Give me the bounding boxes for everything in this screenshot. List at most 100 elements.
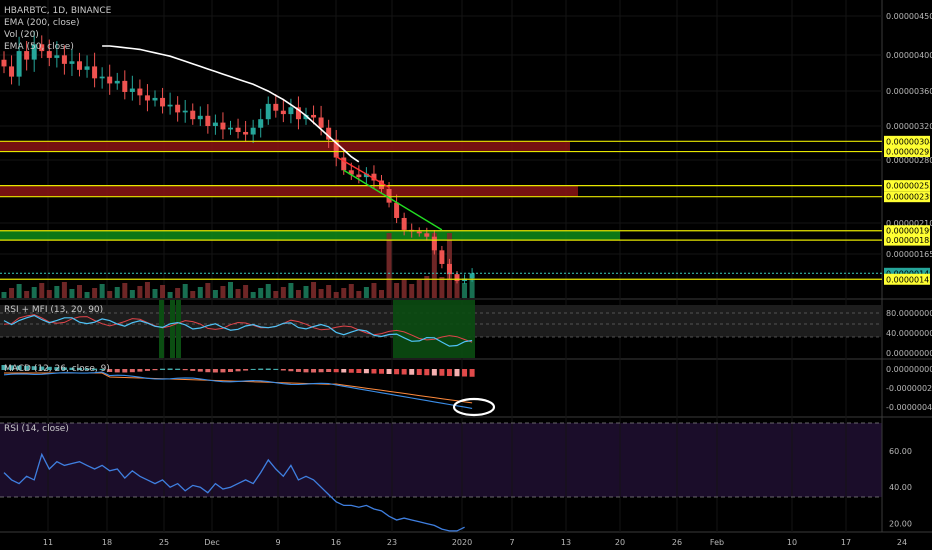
macd-histogram-bar — [401, 369, 407, 375]
candle-body — [1, 59, 7, 67]
macd-histogram-bar — [243, 369, 249, 371]
rsimfi-highlight-bar — [176, 300, 181, 358]
candle-body — [107, 76, 113, 84]
candle-body — [92, 66, 98, 79]
macd-histogram-bar — [61, 367, 67, 370]
macd-histogram-bar — [1, 365, 7, 370]
candle-body — [379, 180, 384, 190]
price-zone — [0, 185, 578, 197]
grid — [0, 0, 882, 532]
volume-bar — [401, 279, 407, 298]
macd-histogram-bar — [107, 369, 113, 372]
macd-histogram-bar — [99, 368, 105, 370]
rsi-band — [0, 423, 882, 497]
macd-histogram-bar — [39, 366, 45, 370]
x-tick-label: 13 — [561, 538, 571, 547]
x-tick-label: 20 — [615, 538, 625, 547]
macd-histogram-bar — [333, 369, 339, 373]
volume-bar — [265, 284, 271, 298]
macd-histogram-bar — [137, 369, 143, 372]
macd-histogram-bar — [54, 367, 60, 370]
macd-histogram-bar — [363, 369, 369, 374]
volume-bar — [416, 280, 422, 298]
rsi-mfi-title: RSI + MFI (13, 20, 90) — [4, 305, 103, 315]
level-tag — [884, 191, 930, 203]
candle-body — [363, 173, 369, 178]
macd-histogram-bar — [31, 366, 37, 370]
candle-body — [220, 122, 226, 130]
volume-bar — [258, 288, 264, 298]
level-tag-label: 0.00000142 — [886, 275, 932, 284]
green-trendline — [343, 169, 443, 231]
macd-histogram-bar — [24, 365, 30, 370]
candle-body — [273, 103, 279, 111]
candle-body — [295, 107, 301, 120]
candle-body — [212, 122, 218, 127]
level-tag-label: 0.00000292 — [886, 148, 932, 157]
volume-bar — [16, 284, 22, 298]
macd-histogram-bar — [160, 368, 166, 370]
volume-bar — [24, 291, 30, 298]
candle-body — [439, 250, 445, 264]
candle-body — [84, 66, 90, 70]
macd-histogram-bar — [431, 369, 437, 376]
volume-bar — [1, 292, 7, 298]
volume-bar — [454, 278, 460, 298]
volume-bar — [9, 288, 15, 298]
level-tag-label: 0.00000239 — [886, 193, 932, 202]
macd-histogram-bar — [439, 369, 445, 376]
macd-histogram-bar — [69, 367, 75, 370]
candle-body — [348, 170, 354, 175]
candle-body — [341, 157, 347, 171]
macd-histogram-bar — [424, 369, 430, 376]
candle-body — [469, 273, 475, 279]
x-tick-label: 2020 — [452, 538, 472, 547]
level-tag-label: 0.00000304 — [886, 137, 932, 146]
level-tag — [884, 135, 930, 147]
volume-bar — [326, 285, 332, 298]
macd-histogram-bar — [409, 369, 415, 375]
macd-pane[interactable] — [0, 360, 882, 416]
candle-body — [144, 95, 150, 101]
volume-bar — [99, 284, 105, 298]
macd-histogram-bar — [318, 369, 324, 373]
candle-body — [99, 76, 105, 79]
macd-line — [3, 371, 473, 409]
volume-bar — [318, 289, 324, 298]
macd-histogram-bar — [303, 369, 309, 373]
price-tick-label: 0.00000210 — [886, 219, 932, 228]
price-tick-label: 0.00000400 — [886, 51, 932, 60]
volume-bar — [31, 287, 37, 298]
volume-bar — [371, 283, 377, 298]
macd-histogram-bar — [9, 365, 15, 370]
candle-body — [416, 231, 422, 234]
candle-body — [61, 55, 67, 64]
candle-body — [326, 127, 332, 140]
candle-body — [137, 88, 143, 96]
volume-bar — [92, 288, 98, 298]
volume-bar — [212, 290, 218, 298]
macd-histogram-bar — [152, 369, 158, 371]
candle-body — [114, 80, 120, 84]
macd-histogram-bar — [129, 369, 135, 373]
macd-histogram-bar — [288, 369, 294, 372]
level-tag-label: 0.00000199 — [886, 227, 932, 236]
candle-body — [280, 110, 286, 115]
macd-histogram-bar — [446, 369, 452, 376]
candle-body — [160, 97, 166, 107]
candle-body — [446, 263, 452, 275]
macd-histogram-bar — [379, 369, 384, 374]
x-tick-label: 9 — [275, 538, 280, 547]
candle-body — [69, 61, 75, 64]
volume-bar — [409, 284, 415, 298]
down-trendline — [335, 156, 390, 188]
macd-histogram-bar — [273, 368, 279, 370]
candle-body — [16, 51, 22, 77]
level-tag — [884, 234, 930, 246]
x-tick-label: 25 — [159, 538, 169, 547]
volume-bar — [160, 285, 166, 298]
x-tick-label: 17 — [841, 538, 851, 547]
